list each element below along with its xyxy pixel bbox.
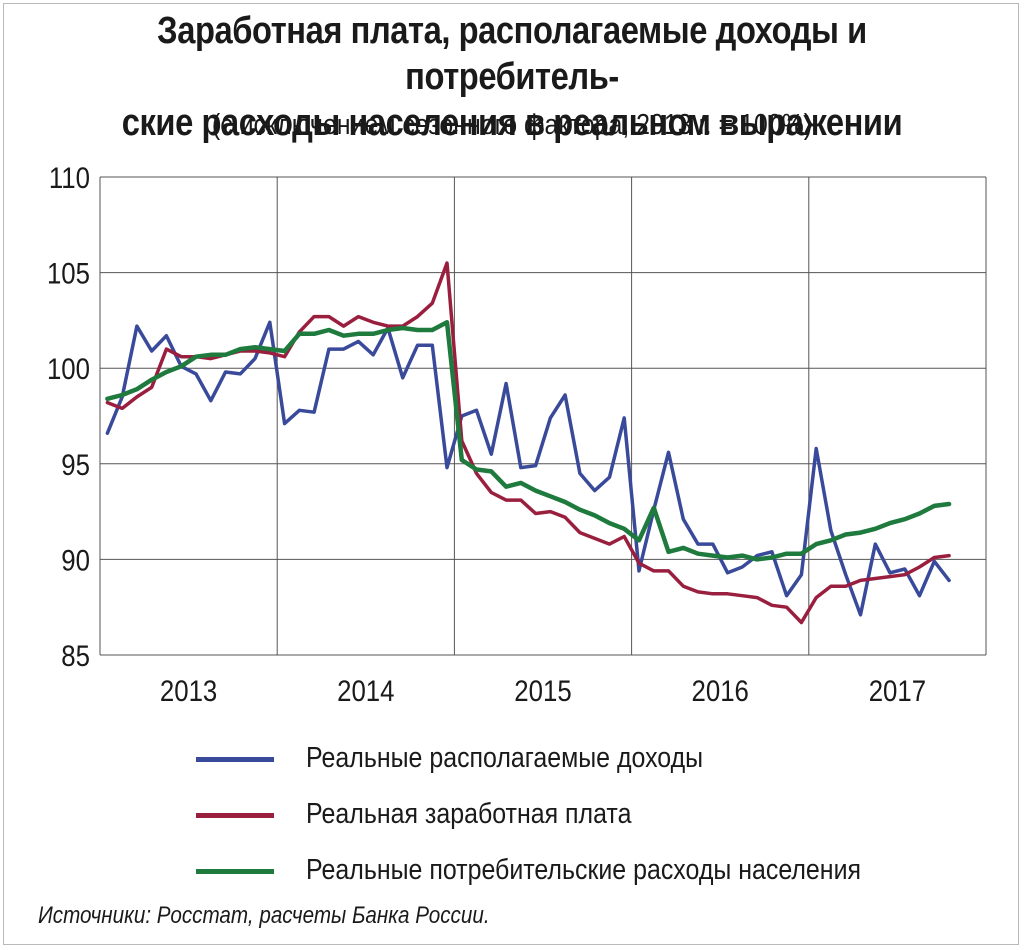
- legend-item-consumer-spending: Реальные потребительские расходы населен…: [196, 844, 956, 900]
- chart-frame: [3, 3, 1019, 945]
- legend-item-disposable-income: Реальные располагаемые доходы: [196, 732, 956, 788]
- series-line-wages: [105, 261, 951, 625]
- y-axis: 85 90 95 100 105 110: [47, 161, 90, 672]
- y-tick-label: 95: [61, 448, 90, 481]
- legend: Реальные располагаемые доходы Реальная з…: [196, 732, 956, 900]
- legend-label-consumer-spending: Реальные потребительские расходы населен…: [306, 854, 862, 886]
- y-tick-label: 110: [49, 161, 90, 194]
- legend-label-wages: Реальная заработная плата: [306, 798, 632, 830]
- legend-swatch-disposable-income: [196, 757, 274, 762]
- y-tick-label: 90: [61, 544, 90, 577]
- y-tick-label: 85: [61, 639, 90, 672]
- x-tick-label: 2015: [514, 674, 571, 707]
- x-tick-label: 2014: [337, 674, 394, 707]
- chart-title: Заработная плата, располагаемые доходы и…: [72, 8, 953, 146]
- x-tick-label: 2017: [869, 674, 926, 707]
- y-tick-label: 105: [47, 257, 90, 290]
- series-line-disposable-income: [105, 320, 951, 617]
- chart-title-line-1: Заработная плата, располагаемые доходы и…: [157, 10, 867, 98]
- x-axis: 2013 2014 2015 2016 2017: [160, 674, 926, 707]
- chart-subtitle: (с исключением сезонного фактора, 2013 г…: [211, 109, 813, 141]
- x-tick-label: 2016: [692, 674, 749, 707]
- chart-title-line-2: ские расходы населения в реальном выраже…: [121, 102, 903, 144]
- source-note: Источники: Росстат, расчеты Банка России…: [38, 902, 490, 929]
- legend-item-wages: Реальная заработная плата: [196, 788, 956, 844]
- legend-swatch-consumer-spending: [196, 869, 274, 874]
- series-line-consumer-spending: [105, 320, 952, 562]
- x-tick-label: 2013: [160, 674, 217, 707]
- legend-label-disposable-income: Реальные располагаемые доходы: [306, 742, 704, 774]
- y-tick-label: 100: [47, 352, 90, 385]
- series-lines: [105, 261, 952, 625]
- legend-swatch-wages: [196, 813, 274, 818]
